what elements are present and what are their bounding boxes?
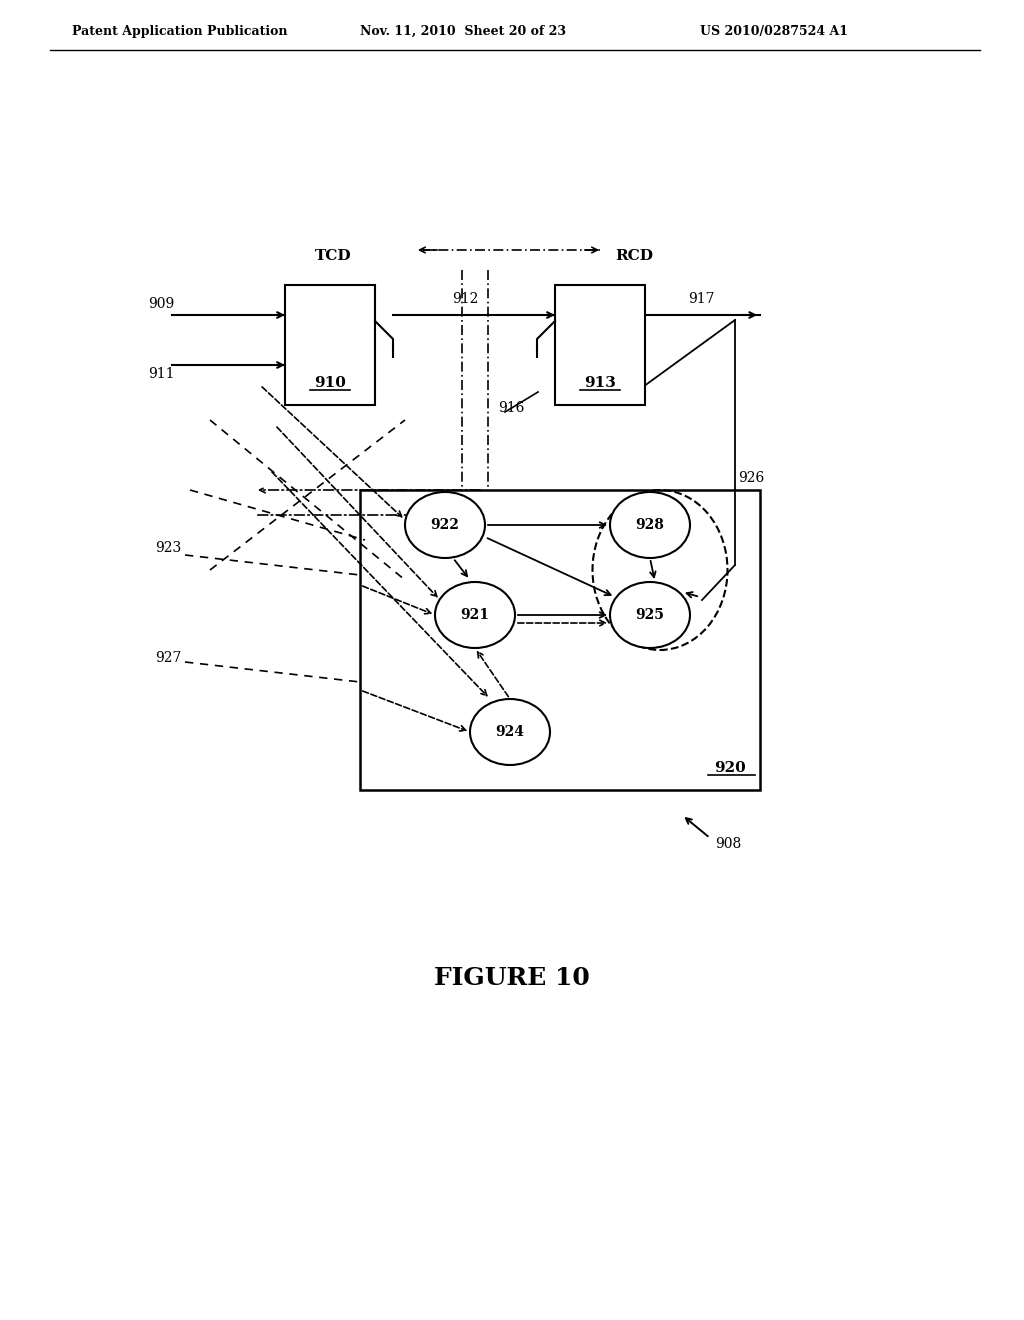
Text: 926: 926 — [738, 471, 764, 484]
Text: 910: 910 — [314, 376, 346, 389]
Text: TCD: TCD — [315, 249, 351, 263]
Text: 923: 923 — [155, 541, 181, 554]
Text: RCD: RCD — [615, 249, 653, 263]
Text: 925: 925 — [636, 609, 665, 622]
Text: 917: 917 — [688, 292, 715, 306]
Ellipse shape — [610, 492, 690, 558]
Text: 908: 908 — [715, 837, 741, 851]
Ellipse shape — [470, 700, 550, 766]
Text: Nov. 11, 2010  Sheet 20 of 23: Nov. 11, 2010 Sheet 20 of 23 — [360, 25, 566, 38]
Ellipse shape — [435, 582, 515, 648]
Text: 924: 924 — [496, 725, 524, 739]
Text: 909: 909 — [148, 297, 174, 312]
FancyBboxPatch shape — [555, 285, 645, 405]
Text: FIGURE 10: FIGURE 10 — [434, 966, 590, 990]
Text: 911: 911 — [148, 367, 174, 381]
FancyBboxPatch shape — [285, 285, 375, 405]
FancyBboxPatch shape — [360, 490, 760, 789]
Text: 913: 913 — [584, 376, 616, 389]
Text: Patent Application Publication: Patent Application Publication — [72, 25, 288, 38]
Text: 916: 916 — [498, 401, 524, 414]
Text: 912: 912 — [452, 292, 478, 306]
Ellipse shape — [406, 492, 485, 558]
Text: 921: 921 — [461, 609, 489, 622]
Ellipse shape — [610, 582, 690, 648]
Text: 928: 928 — [636, 517, 665, 532]
Text: 920: 920 — [714, 762, 745, 775]
Text: US 2010/0287524 A1: US 2010/0287524 A1 — [700, 25, 848, 38]
Text: 927: 927 — [155, 651, 181, 665]
Text: 922: 922 — [430, 517, 460, 532]
